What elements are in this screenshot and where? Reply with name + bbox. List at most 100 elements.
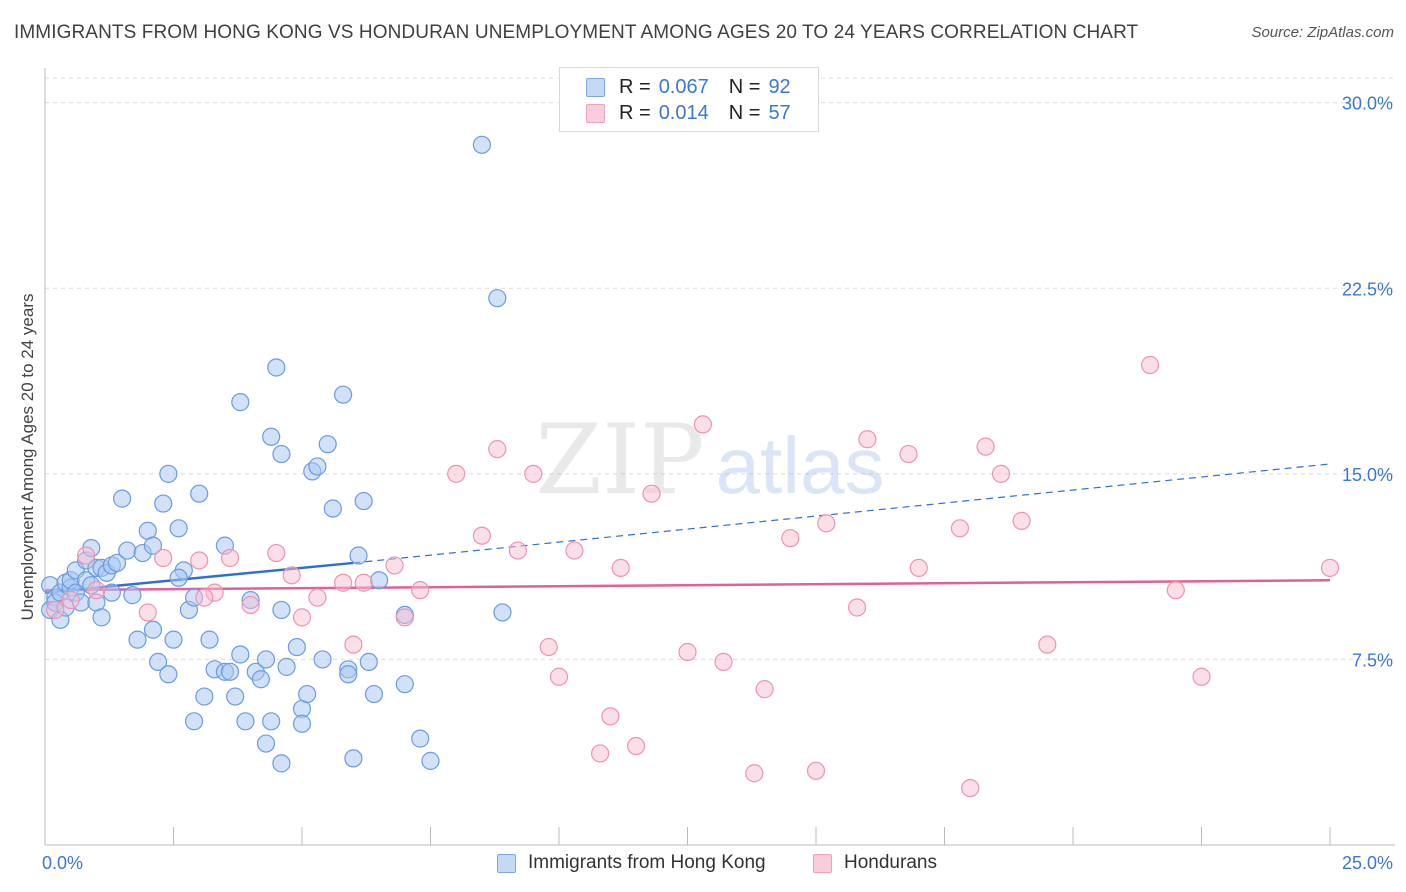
- tick-labels: 7.5% 15.0% 22.5% 30.0% 0.0% 25.0%: [42, 94, 1393, 873]
- data-point-hong-kong: [262, 427, 281, 446]
- data-point-hondurans: [976, 437, 995, 456]
- data-point-hong-kong: [370, 571, 389, 590]
- legend-item-hong-kong: Immigrants from Hong Kong: [497, 852, 766, 874]
- data-point-hong-kong: [262, 712, 281, 731]
- data-point-hondurans: [61, 590, 80, 610]
- legend-item-hondurans: Hondurans: [813, 852, 937, 874]
- chart-title: IMMIGRANTS FROM HONG KONG VS HONDURAN UN…: [14, 22, 1139, 43]
- data-point-hong-kong: [339, 665, 358, 684]
- data-point-hondurans: [524, 464, 543, 483]
- data-point-hondurans: [190, 551, 209, 570]
- data-point-hong-kong: [395, 675, 414, 694]
- data-point-hondurans: [899, 444, 918, 464]
- legend-r-value: 0.067: [658, 75, 709, 98]
- data-point-hondurans: [714, 652, 733, 672]
- data-point-hondurans: [308, 588, 327, 607]
- data-point-hong-kong: [169, 568, 188, 587]
- data-point-hong-kong: [128, 630, 147, 649]
- data-point-hondurans: [354, 573, 373, 592]
- data-point-hondurans: [991, 464, 1011, 483]
- data-point-hondurans: [87, 581, 106, 600]
- data-point-hong-kong: [292, 714, 312, 733]
- data-point-hondurans: [334, 573, 353, 592]
- data-point-hong-kong: [123, 586, 142, 605]
- watermark-atlas: atlas: [716, 421, 885, 510]
- data-point-hong-kong: [164, 630, 183, 649]
- data-point-hong-kong: [231, 645, 250, 664]
- data-point-hondurans: [601, 707, 620, 726]
- data-point-hondurans: [220, 548, 240, 568]
- data-point-hondurans: [46, 600, 65, 620]
- legend-swatch-pink: [813, 853, 832, 873]
- data-point-hondurans: [755, 680, 774, 699]
- data-point-hondurans: [950, 519, 970, 538]
- data-point-hondurans: [1320, 558, 1340, 577]
- data-point-hondurans: [591, 744, 610, 763]
- trend-line-hong-kong-extended: [353, 463, 1331, 564]
- data-point-hong-kong: [421, 751, 440, 770]
- axes: [44, 68, 1395, 846]
- data-point-hong-kong: [118, 541, 137, 560]
- data-point-hong-kong: [143, 536, 163, 555]
- data-point-hondurans: [848, 598, 867, 617]
- data-point-hondurans: [1012, 511, 1031, 530]
- data-point-hong-kong: [159, 665, 178, 684]
- legend-swatch-blue: [586, 77, 605, 97]
- data-point-hondurans: [806, 761, 826, 780]
- data-point-hong-kong: [154, 494, 173, 513]
- data-point-hondurans: [488, 440, 507, 459]
- data-point-hong-kong: [159, 464, 178, 483]
- data-point-hondurans: [282, 566, 301, 585]
- data-point-hondurans: [745, 764, 764, 783]
- x-tick-label: 25.0%: [1342, 853, 1393, 873]
- legend-row-hong-kong: R = 0.067 N = 92: [586, 76, 791, 98]
- data-point-hong-kong: [272, 600, 291, 620]
- data-point-hong-kong: [200, 630, 219, 649]
- legend-n-value: 92: [768, 75, 791, 98]
- data-point-hong-kong: [298, 684, 317, 704]
- data-point-hong-kong: [102, 583, 121, 602]
- data-point-hong-kong: [364, 684, 384, 704]
- y-tick-label: 30.0%: [1342, 94, 1393, 114]
- data-point-hondurans: [411, 581, 430, 600]
- data-point-hong-kong: [256, 734, 276, 753]
- series-hong-kong-points: [41, 135, 512, 773]
- data-point-hondurans: [642, 484, 661, 503]
- data-point-hondurans: [817, 514, 836, 533]
- data-point-hondurans: [195, 588, 214, 607]
- data-point-hondurans: [292, 608, 312, 627]
- trend-line-hondurans: [44, 579, 1331, 592]
- data-point-hong-kong: [195, 687, 214, 706]
- data-point-hong-kong: [190, 484, 209, 503]
- data-point-hondurans: [549, 667, 569, 686]
- data-point-hondurans: [1166, 581, 1185, 600]
- data-point-hong-kong: [313, 650, 332, 669]
- data-point-hong-kong: [323, 499, 342, 518]
- y-tick-label: 7.5%: [1352, 650, 1393, 670]
- data-point-hondurans: [154, 548, 173, 568]
- data-point-hong-kong: [184, 712, 204, 731]
- data-point-hondurans: [611, 558, 630, 577]
- watermark-zip: ZIP: [535, 404, 704, 516]
- data-point-hondurans: [395, 608, 414, 627]
- data-point-hondurans: [858, 430, 877, 449]
- watermark: ZIP atlas: [535, 404, 884, 516]
- legend-r-value: 0.014: [658, 101, 709, 124]
- data-point-hong-kong: [287, 637, 306, 657]
- data-point-hong-kong: [143, 620, 163, 639]
- data-point-hong-kong: [220, 662, 240, 681]
- legend-item-label: Immigrants from Hong Kong: [528, 852, 766, 873]
- data-point-hondurans: [626, 736, 646, 756]
- data-point-hong-kong: [411, 729, 430, 748]
- legend-r-label: R =: [619, 75, 651, 98]
- data-point-hong-kong: [267, 358, 286, 377]
- y-tick-label: 15.0%: [1342, 465, 1393, 485]
- data-point-hong-kong: [251, 670, 270, 689]
- data-point-hong-kong: [272, 444, 291, 464]
- series-hondurans-points: [46, 355, 1340, 798]
- data-point-hondurans: [344, 635, 363, 654]
- data-point-hondurans: [77, 546, 96, 565]
- data-point-hondurans: [1140, 355, 1160, 375]
- data-point-hondurans: [1192, 667, 1211, 686]
- correlation-legend: R = 0.067 N = 92 R = 0.014 N = 57: [559, 67, 819, 132]
